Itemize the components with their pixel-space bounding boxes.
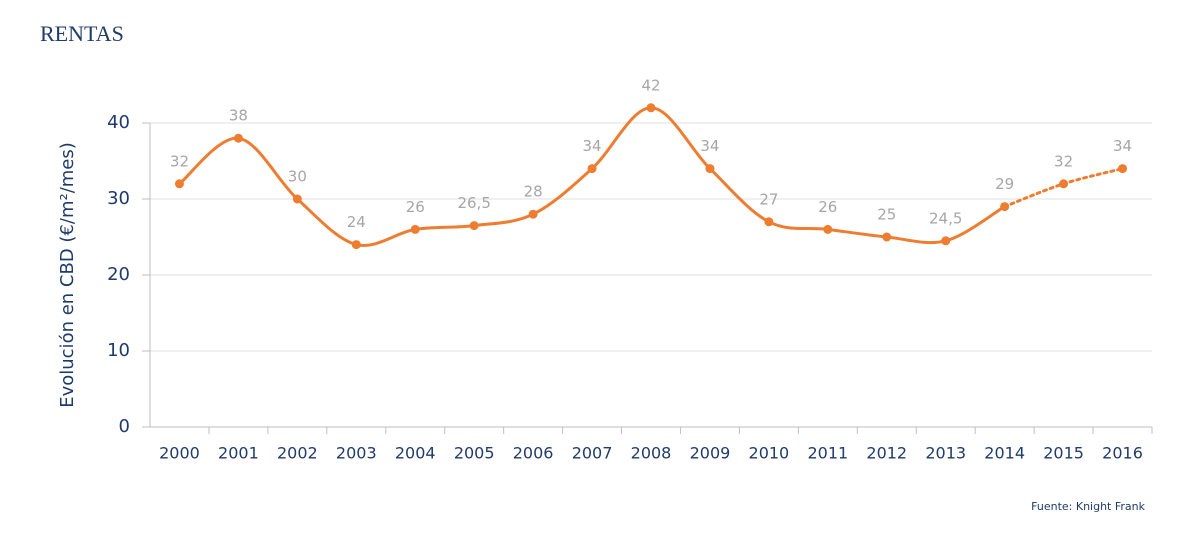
x-tick-label: 2013 [925, 444, 966, 463]
x-tick-label: 2015 [1043, 444, 1084, 463]
value-label: 42 [641, 76, 660, 94]
value-label: 29 [995, 175, 1014, 193]
x-tick-label: 2009 [690, 444, 731, 463]
value-label: 34 [583, 137, 602, 155]
point [882, 232, 892, 242]
value-label: 32 [170, 152, 189, 170]
value-label: 24,5 [929, 209, 962, 227]
value-label: 26,5 [457, 194, 490, 212]
value-label: 34 [1113, 137, 1132, 155]
point [528, 209, 538, 219]
value-label: 30 [288, 168, 307, 186]
x-tick-label: 2016 [1102, 444, 1143, 463]
x-tick-label: 2012 [866, 444, 907, 463]
value-label: 26 [818, 198, 837, 216]
y-tick-label: 10 [107, 340, 130, 361]
point [351, 240, 361, 250]
point [587, 164, 597, 174]
x-tick-label: 2007 [572, 444, 613, 463]
x-tick-label: 2006 [513, 444, 554, 463]
x-tick-label: 2011 [807, 444, 848, 463]
source: Fuente: Knight Frank [1031, 500, 1145, 513]
x-tick-label: 2004 [395, 444, 436, 463]
point [233, 133, 243, 143]
value-label: 34 [700, 137, 719, 155]
value-label: 32 [1054, 152, 1073, 170]
x-tick-label: 2002 [277, 444, 318, 463]
x-tick-label: 2000 [159, 444, 200, 463]
point [764, 217, 774, 227]
chart-title: RENTAS [40, 21, 124, 46]
x-tick-label: 2005 [454, 444, 495, 463]
x-tick-label: 2014 [984, 444, 1025, 463]
value-label: 38 [229, 107, 248, 125]
x-tick-label: 2010 [749, 444, 790, 463]
y-tick-label: 40 [107, 112, 130, 133]
y-axis-label: Evolución en CBD (€/m²/mes) [57, 142, 78, 408]
y-tick-label: 30 [107, 188, 130, 209]
value-label: 28 [524, 183, 543, 201]
x-tick-label: 2008 [631, 444, 672, 463]
point [410, 224, 420, 234]
value-label: 25 [877, 206, 896, 224]
value-label: 26 [406, 198, 425, 216]
point [823, 224, 833, 234]
y-tick-label: 20 [107, 264, 130, 285]
x-tick-label: 2003 [336, 444, 377, 463]
value-label: 27 [759, 190, 778, 208]
point [705, 164, 715, 174]
point [1000, 202, 1010, 212]
point [1059, 179, 1069, 189]
point [941, 236, 951, 246]
point [174, 179, 184, 189]
y-tick-label: 0 [119, 416, 130, 437]
point [469, 221, 479, 231]
value-label: 24 [347, 213, 366, 231]
point [646, 103, 656, 113]
point [292, 194, 302, 204]
x-tick-label: 2001 [218, 444, 259, 463]
point [1118, 164, 1128, 174]
